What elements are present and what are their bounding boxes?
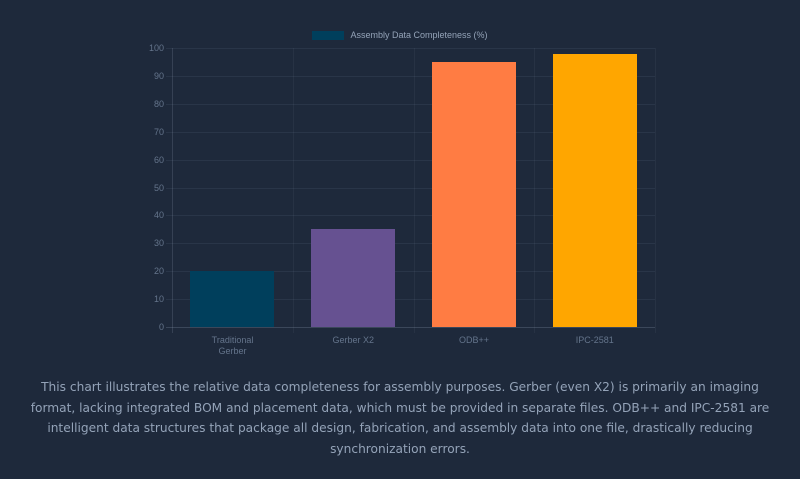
x-tick-label: ODB++ xyxy=(458,335,489,345)
chart-plot-area: 0 10 20 30 40 50 60 70 80 90 100 Traditional Gerber G… xyxy=(149,43,656,356)
grid-line xyxy=(166,187,655,189)
bar-gerber-x2[interactable] xyxy=(311,229,396,327)
x-tick-label: IPC-2581 xyxy=(575,335,614,345)
grid-line-vertical xyxy=(292,48,294,333)
x-tick-label: Gerber X2 xyxy=(332,335,375,345)
y-tick-label: 20 xyxy=(153,266,164,277)
grid-line xyxy=(166,75,655,77)
y-axis-line xyxy=(172,48,173,333)
y-tick-label: 40 xyxy=(153,210,164,221)
grid-line xyxy=(166,103,655,105)
chart-legend[interactable]: Assembly Data Completeness (%) xyxy=(0,30,800,40)
grid-line-vertical xyxy=(655,48,656,333)
grid-line xyxy=(166,131,655,133)
y-tick-label: 70 xyxy=(153,126,164,137)
grid-line xyxy=(166,48,655,49)
grid-line xyxy=(166,243,655,245)
grid-line xyxy=(166,299,655,301)
grid-line xyxy=(166,271,655,273)
grid-line-vertical xyxy=(413,48,415,333)
grid-line xyxy=(166,159,655,161)
bar-odb-[interactable] xyxy=(431,61,516,327)
x-tick-label: Traditional Gerber xyxy=(211,335,254,356)
x-axis-line xyxy=(166,327,655,328)
y-tick-label: 0 xyxy=(158,322,164,332)
bar-traditional-gerber[interactable] xyxy=(190,271,275,327)
y-tick-label: 80 xyxy=(153,98,164,109)
legend-label: Assembly Data Completeness (%) xyxy=(350,30,488,40)
bar-ipc-2581[interactable] xyxy=(552,53,637,327)
y-tick-label: 90 xyxy=(153,70,164,81)
y-tick-label: 60 xyxy=(153,154,164,165)
grid-line-vertical xyxy=(534,48,536,333)
legend-swatch xyxy=(312,30,345,40)
y-tick-label: 100 xyxy=(148,43,164,53)
y-tick-label: 50 xyxy=(153,182,164,193)
grid-line xyxy=(166,215,655,217)
y-tick-label: 30 xyxy=(153,238,164,249)
chart-caption: This chart illustrates the relative data… xyxy=(30,380,770,456)
y-tick-label: 10 xyxy=(153,294,164,305)
